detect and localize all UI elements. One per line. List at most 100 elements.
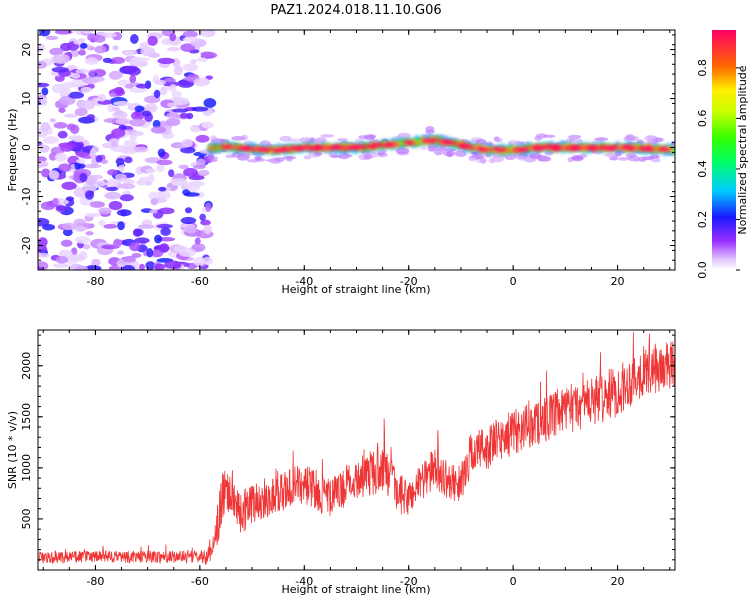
noise-blob xyxy=(186,112,194,120)
noise-blob xyxy=(113,238,122,249)
snr-axes: -80 -60 -40 -20 0 20 500 1000 1500 2000 xyxy=(20,330,675,588)
noise-blob xyxy=(150,126,166,134)
signal-segment xyxy=(524,147,529,149)
noise-blob xyxy=(158,186,167,192)
signal-segment xyxy=(627,146,633,148)
noise-blob xyxy=(124,156,133,164)
noise-blob xyxy=(107,169,118,176)
noise-blob xyxy=(201,51,218,59)
noise-blob xyxy=(135,60,148,68)
colorbar-tick-label: 0.6 xyxy=(696,110,709,128)
signal-segment xyxy=(371,145,376,148)
noise-blob xyxy=(154,263,165,270)
noise-blob xyxy=(75,68,89,74)
noise-blob xyxy=(153,89,161,99)
noise-blob xyxy=(139,42,151,47)
noise-blob xyxy=(109,92,117,98)
halo-blob xyxy=(303,155,312,160)
signal-segment xyxy=(261,148,266,150)
halo-blob xyxy=(649,154,660,159)
noise-blob xyxy=(69,254,86,262)
noise-blob xyxy=(140,46,156,57)
noise-blob xyxy=(156,223,173,229)
noise-blob xyxy=(91,145,100,153)
snr-panel: -80 -60 -40 -20 0 20 500 1000 1500 2000 Height of… xyxy=(6,329,676,596)
noise-blob xyxy=(74,30,82,36)
noise-blob xyxy=(167,46,181,52)
halo-blob xyxy=(420,146,428,151)
noise-blob xyxy=(41,168,51,178)
halo-blob xyxy=(315,137,327,143)
noise-blob xyxy=(80,42,88,49)
noise-blob xyxy=(161,38,172,45)
signal-segment xyxy=(649,148,655,152)
signal-segment xyxy=(546,146,551,149)
noise-blob xyxy=(183,192,200,197)
snr-ytick-label: 2000 xyxy=(20,352,33,380)
noise-blob xyxy=(130,34,139,44)
noise-blob xyxy=(138,263,145,270)
snr-xtick-label: -40 xyxy=(295,575,313,588)
noise-blob xyxy=(98,207,112,215)
noise-blob xyxy=(55,205,68,212)
noise-blob xyxy=(172,30,187,33)
signal-segment xyxy=(668,147,674,151)
halo-blob xyxy=(446,151,454,158)
noise-blob xyxy=(181,138,193,148)
noise-blob xyxy=(93,34,106,43)
noise-blob xyxy=(61,222,77,231)
noise-blob xyxy=(134,105,145,112)
noise-blob xyxy=(97,93,107,102)
noise-blob xyxy=(52,263,71,268)
halo-blob xyxy=(432,146,446,151)
spectrogram-xtick-label: -60 xyxy=(191,275,209,288)
noise-blob xyxy=(202,256,213,266)
noise-blob xyxy=(52,53,70,64)
halo-blob xyxy=(282,155,297,160)
noise-blob xyxy=(53,121,68,129)
signal-segment xyxy=(499,148,504,151)
colorbar-gradient xyxy=(712,30,736,270)
colorbar-tick-label: 0.4 xyxy=(696,160,709,178)
noise-blob xyxy=(191,106,209,112)
signal-segment xyxy=(430,138,435,141)
noise-blob xyxy=(133,57,151,62)
noise-blob xyxy=(94,45,107,54)
signal-segment xyxy=(577,146,583,149)
noise-blob xyxy=(167,102,178,108)
noise-blob xyxy=(135,83,150,89)
noise-blob xyxy=(63,113,78,118)
noise-blob xyxy=(74,107,88,117)
noise-blob xyxy=(131,111,145,121)
noise-blob xyxy=(38,61,47,69)
snr-frame xyxy=(37,329,676,571)
noise-blob xyxy=(38,266,45,270)
noise-blob xyxy=(188,180,206,187)
spectrogram-xlabel: Height of straight line (km) xyxy=(281,283,430,296)
noise-blob xyxy=(180,146,196,154)
noise-blob xyxy=(193,256,206,267)
spectrogram-xtick-label: -80 xyxy=(86,275,104,288)
noise-blob xyxy=(49,47,64,56)
signal-segment xyxy=(483,148,489,150)
noise-blob xyxy=(126,66,141,76)
noise-blob xyxy=(123,50,135,57)
halo-blob xyxy=(543,134,556,138)
noise-blob xyxy=(61,181,77,190)
noise-blob xyxy=(173,65,184,76)
noise-blob xyxy=(160,227,171,236)
snr-xtick-label: -60 xyxy=(191,575,209,588)
noise-blob xyxy=(164,78,176,83)
signal-segment xyxy=(455,142,460,146)
halo-blob xyxy=(516,154,529,161)
signal-segment xyxy=(408,141,414,143)
noise-blob xyxy=(179,112,189,119)
noise-blob xyxy=(133,228,144,237)
halo-blob xyxy=(534,136,543,141)
spectrogram-panel: -80 -60 -40 -20 0 20 -20 -10 0 10 20 Height of str… xyxy=(6,29,676,296)
noise-blob xyxy=(51,66,69,73)
noise-blob xyxy=(117,250,124,255)
halo-blob xyxy=(376,150,387,154)
noise-blob xyxy=(203,98,217,108)
